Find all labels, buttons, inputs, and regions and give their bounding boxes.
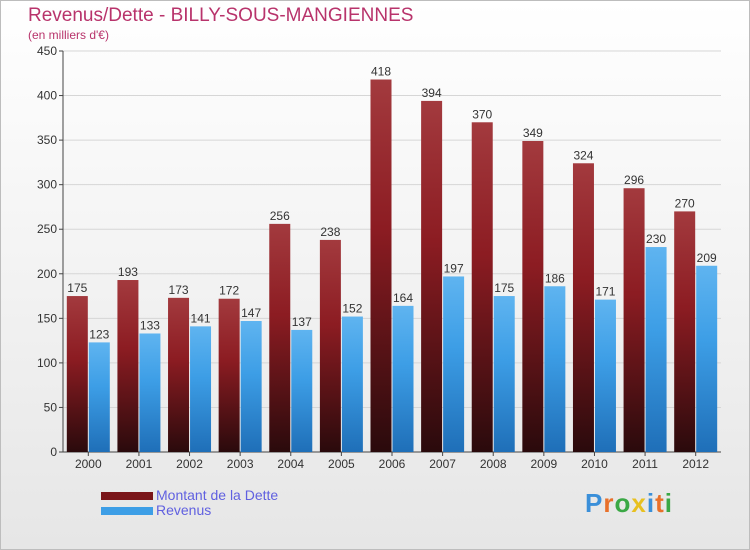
data-label: 173 <box>169 283 189 297</box>
logo-letter: r <box>603 488 615 518</box>
data-label: 123 <box>89 327 109 341</box>
bar-dette <box>522 141 544 452</box>
x-tick-label: 2012 <box>682 457 709 471</box>
data-label: 175 <box>67 281 87 295</box>
logo-letter: i <box>646 488 656 518</box>
chart-subtitle: (en milliers d'€) <box>28 28 109 42</box>
logo-letter: o <box>614 488 632 518</box>
data-label: 147 <box>241 306 261 320</box>
logo-letter: x <box>631 488 647 518</box>
bar-revenus <box>544 286 566 452</box>
bar-dette <box>572 163 594 452</box>
data-label: 270 <box>675 196 695 210</box>
x-tick-label: 2010 <box>581 457 608 471</box>
data-label: 324 <box>573 148 593 162</box>
x-tick-label: 2008 <box>480 457 507 471</box>
x-tick-label: 2003 <box>227 457 254 471</box>
x-tick-label: 2001 <box>126 457 153 471</box>
data-label: 197 <box>444 261 464 275</box>
x-tick-label: 2002 <box>176 457 203 471</box>
bar-revenus <box>594 299 616 452</box>
bar-revenus <box>190 326 212 452</box>
data-label: 349 <box>523 126 543 140</box>
y-tick-label: 50 <box>44 400 58 414</box>
y-tick-label: 450 <box>37 44 57 58</box>
y-tick-label: 400 <box>37 89 57 103</box>
data-label: 193 <box>118 265 138 279</box>
data-label: 164 <box>393 291 413 305</box>
legend-swatch-dette <box>101 492 153 500</box>
data-label: 133 <box>140 318 160 332</box>
logo-letter: t <box>655 488 665 518</box>
data-label: 175 <box>494 281 514 295</box>
y-tick-label: 200 <box>37 267 57 281</box>
y-tick-label: 100 <box>37 356 57 370</box>
bar-revenus <box>341 316 363 452</box>
x-tick-label: 2011 <box>632 457 658 471</box>
bar-dette <box>370 79 392 452</box>
bar-revenus <box>443 276 465 452</box>
bar-revenus <box>493 296 515 452</box>
data-label: 418 <box>371 65 391 79</box>
bar-revenus <box>696 265 718 452</box>
legend-swatch-revenus <box>101 507 153 515</box>
bar-revenus <box>645 247 667 452</box>
y-tick-label: 250 <box>37 222 57 236</box>
data-label: 230 <box>646 232 666 246</box>
data-label: 394 <box>422 86 442 100</box>
bar-revenus <box>139 333 161 452</box>
x-tick-label: 2005 <box>328 457 355 471</box>
bar-dette <box>623 188 645 452</box>
bar-revenus <box>88 342 110 452</box>
logo-letter: P <box>585 488 604 518</box>
data-label: 296 <box>624 173 644 187</box>
chart-title: Revenus/Dette - BILLY-SOUS-MANGIENNES <box>28 5 414 26</box>
bar-dette <box>674 211 696 452</box>
y-tick-label: 150 <box>37 311 57 325</box>
data-label: 152 <box>342 302 362 316</box>
x-tick-label: 2004 <box>277 457 304 471</box>
bar-revenus <box>392 305 414 452</box>
bar-dette <box>421 100 443 452</box>
y-tick-label: 350 <box>37 133 57 147</box>
data-label: 172 <box>219 284 239 298</box>
data-label: 141 <box>191 311 211 325</box>
x-tick-label: 2000 <box>75 457 102 471</box>
data-label: 370 <box>472 107 492 121</box>
bar-dette <box>471 122 493 453</box>
data-label: 171 <box>595 285 615 299</box>
bar-dette <box>269 223 291 452</box>
legend-label-revenus: Revenus <box>156 502 212 518</box>
proxiti-logo: Proxiti <box>585 488 673 519</box>
x-tick-label: 2006 <box>379 457 406 471</box>
bar-dette <box>66 296 88 452</box>
data-label: 137 <box>292 315 312 329</box>
bar-revenus <box>240 321 262 452</box>
y-tick-label: 300 <box>37 178 57 192</box>
bar-dette <box>168 297 190 452</box>
bar-dette <box>218 298 240 452</box>
data-label: 209 <box>697 251 717 265</box>
bar-revenus <box>291 329 313 452</box>
legend-label-dette: Montant de la Dette <box>156 487 279 503</box>
data-label: 256 <box>270 209 290 223</box>
x-tick-label: 2009 <box>530 457 557 471</box>
logo-letter: i <box>664 488 673 518</box>
y-tick-label: 0 <box>50 445 57 459</box>
data-label: 186 <box>545 271 565 285</box>
data-label: 238 <box>320 225 340 239</box>
bar-dette <box>319 239 341 452</box>
x-tick-label: 2007 <box>429 457 456 471</box>
bar-dette <box>117 280 139 452</box>
